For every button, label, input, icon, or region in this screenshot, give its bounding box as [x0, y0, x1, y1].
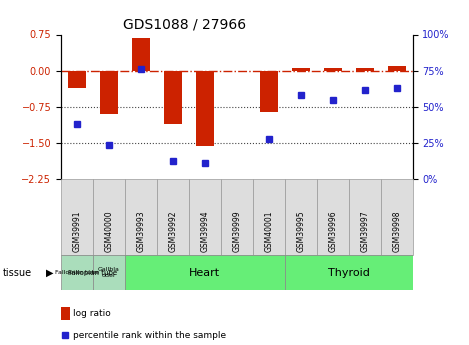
Bar: [317, 179, 349, 255]
Bar: [324, 68, 341, 71]
Text: GSM39997: GSM39997: [360, 210, 369, 252]
Text: GSM40001: GSM40001: [265, 210, 273, 252]
Bar: [164, 71, 182, 124]
Text: Gallbla
dder: Gallbla dder: [98, 267, 120, 278]
Bar: [157, 179, 189, 255]
Text: GSM39991: GSM39991: [72, 210, 82, 252]
Text: percentile rank within the sample: percentile rank within the sample: [73, 331, 227, 339]
Bar: [285, 179, 317, 255]
Text: log ratio: log ratio: [73, 309, 111, 318]
Bar: [61, 255, 93, 290]
Bar: [189, 179, 221, 255]
Text: GSM39994: GSM39994: [200, 210, 209, 252]
Bar: [356, 68, 373, 71]
Bar: [285, 255, 413, 290]
Text: Thyroid: Thyroid: [328, 268, 370, 277]
Text: GSM39999: GSM39999: [232, 210, 242, 252]
Text: GSM39992: GSM39992: [168, 210, 177, 252]
Bar: [93, 255, 125, 290]
Bar: [61, 307, 70, 320]
Bar: [125, 179, 157, 255]
Bar: [68, 71, 86, 88]
Text: GSM39993: GSM39993: [136, 210, 145, 252]
Bar: [221, 179, 253, 255]
Text: GDS1088 / 27966: GDS1088 / 27966: [122, 17, 246, 31]
Text: GSM40000: GSM40000: [105, 210, 113, 252]
Bar: [196, 71, 214, 146]
Text: Fallopian tube: Fallopian tube: [68, 269, 118, 276]
Text: Heart: Heart: [189, 268, 220, 277]
Bar: [381, 179, 413, 255]
Text: Fallopian tube: Fallopian tube: [55, 270, 99, 275]
Bar: [388, 66, 406, 71]
Text: GSM39998: GSM39998: [392, 210, 401, 252]
Text: ▶: ▶: [45, 268, 53, 277]
Text: tissue: tissue: [2, 268, 31, 277]
Bar: [292, 68, 310, 71]
Bar: [253, 179, 285, 255]
Bar: [100, 71, 118, 114]
Text: GSM39996: GSM39996: [328, 210, 337, 252]
Text: GSM39995: GSM39995: [296, 210, 305, 252]
Bar: [93, 179, 125, 255]
Bar: [260, 71, 278, 112]
Bar: [132, 38, 150, 71]
Bar: [125, 255, 285, 290]
Bar: [349, 179, 381, 255]
Bar: [61, 179, 93, 255]
